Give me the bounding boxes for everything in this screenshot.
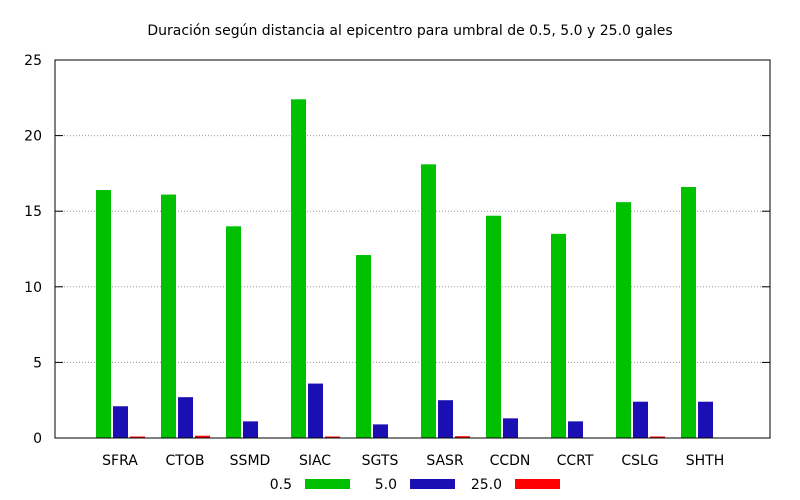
bar-25_0-sfra [130, 436, 145, 438]
plot-frame [54, 59, 771, 439]
bar-5_0-ssmd [243, 421, 258, 438]
y-tick-label: 25 [24, 53, 42, 69]
bar-0_5-siac [291, 99, 306, 438]
legend-label: 0.5 [270, 477, 292, 493]
legend-swatch [410, 479, 455, 489]
bar-0_5-sasr [421, 164, 436, 438]
bar-25_0-cslg [650, 436, 665, 438]
y-tick-label: 15 [24, 204, 42, 220]
bar-25_0-sasr [455, 436, 470, 438]
x-tick-label: CCDN [490, 453, 531, 469]
bar-5_0-sgts [373, 424, 388, 438]
ticks: 0 5 10 15 20 25 SFRA CTOB SSMD SIAC SGTS SASR CCDN CC… [24, 53, 770, 469]
bar-0_5-ssmd [226, 226, 241, 438]
legend-label: 25.0 [471, 477, 502, 493]
chart-title: Duración según distancia al epicentro pa… [147, 23, 672, 39]
bar-25_0-ctob [195, 435, 210, 438]
bar-5_0-siac [308, 383, 323, 438]
x-tick-label: SHTH [686, 453, 725, 469]
bar-0_5-shth [681, 187, 696, 438]
x-tick-label: CCRT [557, 453, 594, 469]
bar-0_5-cslg [616, 202, 631, 438]
x-tick-label: SIAC [299, 453, 331, 469]
y-tick-label: 20 [24, 129, 42, 145]
bar-5_0-ccrt [568, 421, 583, 438]
bar-5_0-sfra [113, 406, 128, 438]
x-tick-label: SGTS [362, 453, 399, 469]
x-tick-label: SSMD [230, 453, 271, 469]
legend-swatch [515, 479, 560, 489]
bar-0_5-ccrt [551, 233, 566, 438]
legend: 0.5 5.0 25.0 [270, 477, 560, 493]
gridlines [55, 135, 770, 363]
legend-swatch [305, 479, 350, 489]
y-tick-label: 0 [33, 431, 42, 447]
bar-25_0-siac [325, 436, 340, 438]
bars [96, 99, 713, 438]
y-tick-label: 5 [33, 355, 42, 371]
bar-5_0-ctob [178, 397, 193, 438]
bar-0_5-sgts [356, 255, 371, 438]
bar-0_5-sfra [96, 190, 111, 438]
x-tick-label: SFRA [102, 453, 138, 469]
bar-5_0-ccdn [503, 418, 518, 438]
bar-0_5-ctob [161, 194, 176, 438]
x-tick-label: SASR [426, 453, 464, 469]
x-tick-label: CSLG [621, 453, 658, 469]
bar-5_0-cslg [633, 401, 648, 438]
bar-5_0-shth [698, 401, 713, 438]
y-tick-label: 10 [24, 280, 42, 296]
bar-5_0-sasr [438, 400, 453, 438]
legend-label: 5.0 [375, 477, 397, 493]
x-tick-label: CTOB [166, 453, 205, 469]
bar-0_5-ccdn [486, 215, 501, 438]
